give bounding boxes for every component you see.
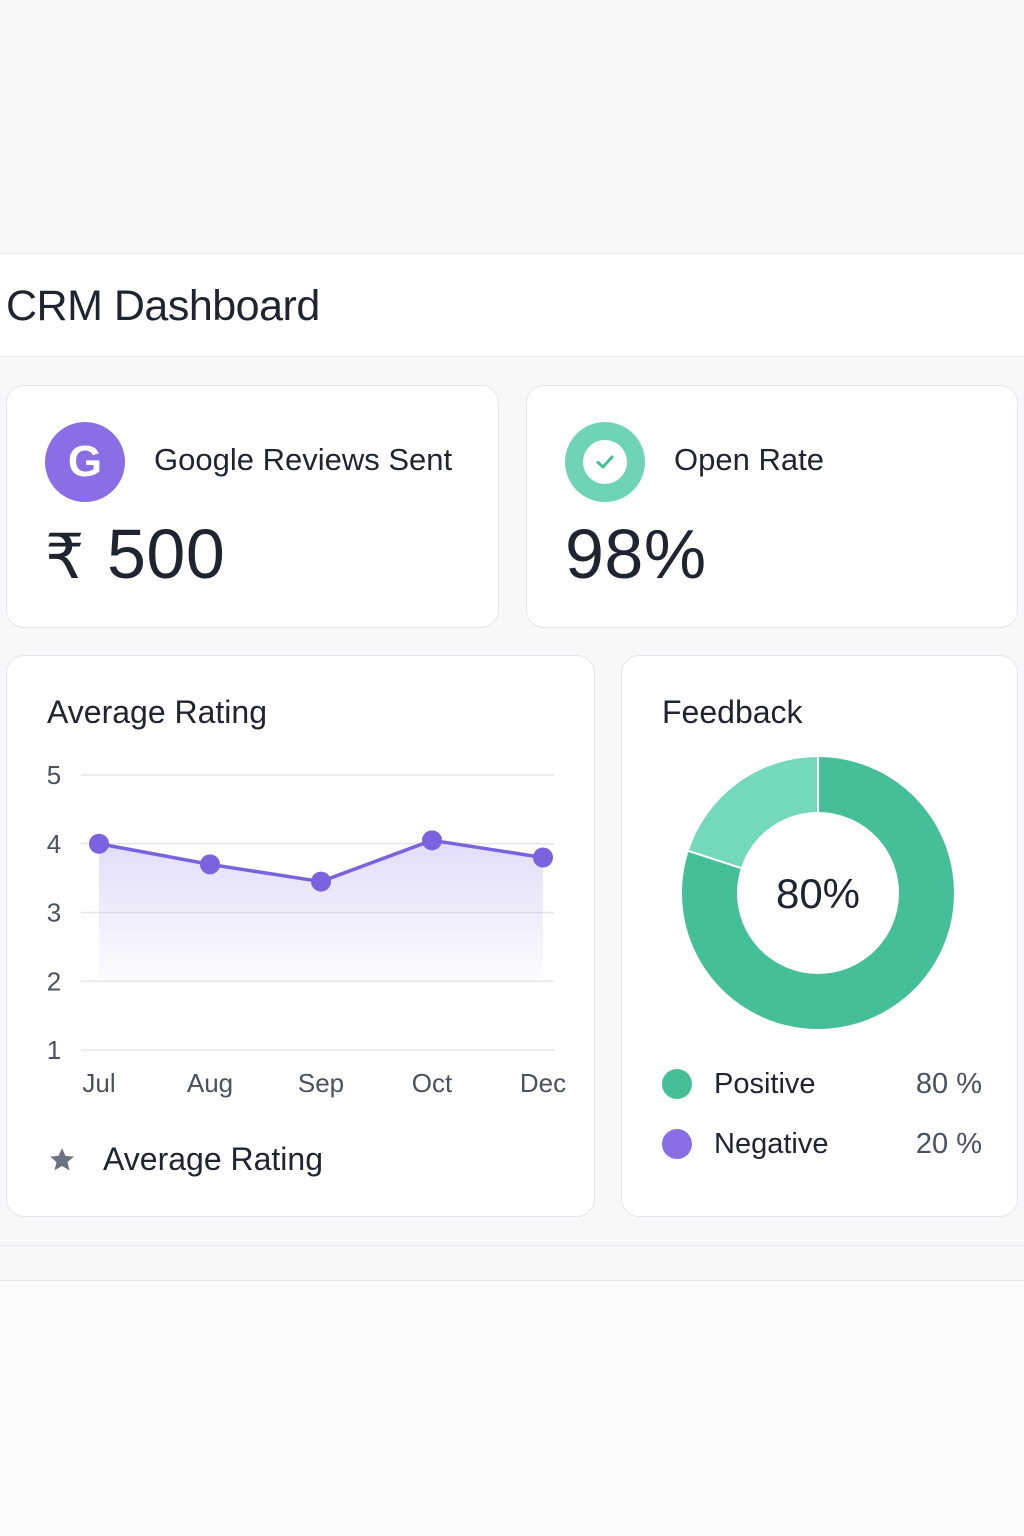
negative-slice	[686, 754, 819, 870]
feedback-card: Feedback 80% Positive 80 % Negative 20 %	[621, 655, 1018, 1217]
feedback-legend-positive: Positive 80 %	[662, 1064, 982, 1104]
average-rating-chart: 1 2 3 4 5 Jul Aug Sep Oct Dec	[47, 760, 566, 1098]
rating-point	[311, 871, 331, 892]
dashboard-header: CRM Dashboard	[0, 253, 1024, 357]
negative-label: Negative	[714, 1127, 829, 1160]
google-reviews-label: Google Reviews Sent	[154, 442, 453, 477]
average-rating-legend: Average Rating	[47, 1141, 323, 1178]
average-rating-card: Average Rating 1 2 3 4 5 Jul Aug Sep Oct Dec Aver…	[6, 655, 595, 1217]
y-tick-label: 5	[47, 760, 61, 790]
star-icon	[50, 1147, 74, 1170]
positive-label: Positive	[714, 1067, 816, 1100]
negative-dot	[662, 1129, 692, 1159]
y-tick-label: 3	[47, 898, 61, 928]
feedback-center-value: 80%	[776, 870, 860, 917]
open-rate-card[interactable]: Open Rate 98%	[526, 385, 1018, 628]
google-icon: G	[45, 422, 125, 502]
open-rate-value: 98%	[565, 515, 707, 593]
bottom-empty-area	[0, 1281, 1024, 1536]
positive-dot	[662, 1069, 692, 1099]
x-tick-label: Sep	[298, 1068, 344, 1098]
rating-point	[89, 833, 109, 854]
x-tick-label: Oct	[412, 1068, 453, 1098]
top-empty-area	[0, 0, 1024, 253]
currency-symbol: ₹	[45, 523, 85, 592]
negative-percent: 20 %	[915, 1127, 982, 1160]
y-tick-label: 2	[47, 966, 61, 996]
feedback-title: Feedback	[662, 694, 803, 730]
feedback-donut-chart: 80%	[680, 754, 956, 1031]
google-reviews-card[interactable]: G Google Reviews Sent ₹ 500	[6, 385, 499, 628]
average-rating-title: Average Rating	[47, 694, 267, 730]
y-tick-label: 1	[47, 1035, 61, 1065]
open-rate-label: Open Rate	[674, 442, 824, 477]
rating-area	[99, 840, 543, 982]
average-rating-legend-label: Average Rating	[103, 1141, 323, 1177]
page-title: CRM Dashboard	[6, 282, 320, 330]
rating-point	[533, 847, 553, 868]
google-reviews-count: 500	[106, 515, 226, 593]
y-tick-label: 4	[47, 829, 61, 859]
feedback-legend-negative: Negative 20 %	[662, 1124, 982, 1164]
rating-point	[200, 854, 220, 875]
x-tick-label: Jul	[82, 1068, 115, 1098]
google-reviews-value: ₹ 500	[45, 514, 225, 594]
positive-percent: 80 %	[915, 1067, 982, 1100]
footer-divider	[0, 1245, 1024, 1281]
positive-slice	[680, 754, 956, 1031]
x-tick-label: Aug	[187, 1068, 233, 1098]
check-icon	[565, 422, 645, 502]
rating-point	[422, 830, 442, 851]
x-tick-label: Dec	[520, 1068, 566, 1098]
